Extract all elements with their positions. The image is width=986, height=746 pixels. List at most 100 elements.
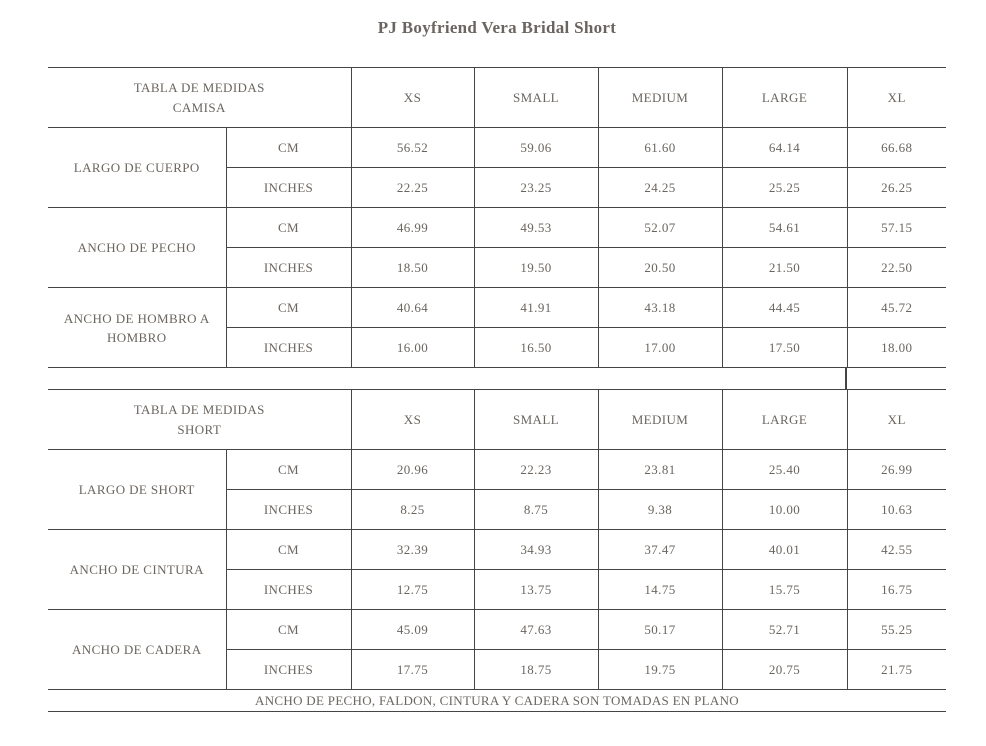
short-table-title-line2: SHORT (177, 421, 222, 437)
value-cell: 61.60 (597, 127, 723, 168)
short-header-row: TABLA DE MEDIDAS SHORT XS SMALL MEDIUM L… (48, 389, 946, 450)
value-cell: 57.15 (846, 207, 946, 248)
table-row: LARGO DE SHORT CM 20.96 22.23 23.81 25.4… (48, 449, 946, 530)
value-cell: 34.93 (473, 529, 599, 570)
value-cell: 59.06 (473, 127, 599, 168)
measure-label-ancho-de-pecho: ANCHO DE PECHO (48, 207, 227, 288)
value-cell: 55.25 (846, 609, 946, 650)
measure-label-largo-de-cuerpo: LARGO DE CUERPO (48, 127, 227, 208)
value-cell: 40.01 (721, 529, 848, 570)
table-gap (48, 368, 946, 389)
measurement-footnote: ANCHO DE PECHO, FALDON, CINTURA Y CADERA… (48, 690, 946, 712)
gap-divider-line (845, 368, 847, 389)
value-cell: 17.75 (350, 649, 475, 690)
value-cell: 42.55 (846, 529, 946, 570)
value-cell: 18.00 (846, 327, 946, 368)
size-header-xl: XL (846, 67, 946, 128)
unit-label-inches: INCHES (225, 247, 352, 288)
unit-label-inches: INCHES (225, 327, 352, 368)
value-cell: 18.50 (350, 247, 475, 288)
value-cell: 10.63 (846, 489, 946, 530)
value-cell: 9.38 (597, 489, 723, 530)
value-cell: 23.25 (473, 167, 599, 208)
value-cell: 20.75 (721, 649, 848, 690)
value-cell: 32.39 (350, 529, 475, 570)
unit-label-inches: INCHES (225, 167, 352, 208)
value-cell: 54.61 (721, 207, 848, 248)
table-row: INCHES 8.25 8.75 9.38 10.00 10.63 (48, 489, 946, 530)
measure-label-ancho-de-cadera: ANCHO DE CADERA (48, 609, 227, 690)
measure-label-largo-de-short: LARGO DE SHORT (48, 449, 227, 530)
unit-label-cm: CM (225, 207, 352, 248)
value-cell: 19.75 (597, 649, 723, 690)
table-row: INCHES 16.00 16.50 17.00 17.50 18.00 (48, 327, 946, 368)
unit-label-inches: INCHES (225, 649, 352, 690)
value-cell: 25.25 (721, 167, 848, 208)
table-row: INCHES 18.50 19.50 20.50 21.50 22.50 (48, 247, 946, 288)
value-cell: 21.50 (721, 247, 848, 288)
value-cell: 25.40 (721, 449, 848, 490)
size-header-large: LARGE (721, 67, 848, 128)
value-cell: 41.91 (473, 287, 599, 328)
value-cell: 22.50 (846, 247, 946, 288)
value-cell: 24.25 (597, 167, 723, 208)
value-cell: 12.75 (350, 569, 475, 610)
camisa-table-title-line1: TABLA DE MEDIDAS (133, 79, 265, 95)
table-row: ANCHO DE PECHO CM 46.99 49.53 52.07 54.6… (48, 207, 946, 288)
value-cell: 45.72 (846, 287, 946, 328)
camisa-header-row: TABLA DE MEDIDAS CAMISA XS SMALL MEDIUM … (48, 67, 946, 128)
short-size-table: TABLA DE MEDIDAS SHORT XS SMALL MEDIUM L… (48, 389, 946, 690)
unit-label-cm: CM (225, 127, 352, 168)
size-header-xs: XS (350, 67, 475, 128)
value-cell: 14.75 (597, 569, 723, 610)
unit-label-cm: CM (225, 449, 352, 490)
size-header-xs: XS (350, 389, 475, 450)
value-cell: 49.53 (473, 207, 599, 248)
value-cell: 43.18 (597, 287, 723, 328)
value-cell: 37.47 (597, 529, 723, 570)
unit-label-cm: CM (225, 529, 352, 570)
table-row: ANCHO DE CINTURA CM 32.39 34.93 37.47 40… (48, 529, 946, 610)
size-header-medium: MEDIUM (597, 67, 723, 128)
value-cell: 20.50 (597, 247, 723, 288)
value-cell: 47.63 (473, 609, 599, 650)
value-cell: 46.99 (350, 207, 475, 248)
value-cell: 8.25 (350, 489, 475, 530)
value-cell: 22.23 (473, 449, 599, 490)
page-title: PJ Boyfriend Vera Bridal Short (377, 18, 617, 37)
size-header-small: SMALL (473, 389, 599, 450)
value-cell: 44.45 (721, 287, 848, 328)
value-cell: 66.68 (846, 127, 946, 168)
measure-label-ancho-de-hombro: ANCHO DE HOMBRO A HOMBRO (48, 287, 227, 368)
value-cell: 17.00 (597, 327, 723, 368)
table-row: INCHES 22.25 23.25 24.25 25.25 26.25 (48, 167, 946, 208)
table-row: ANCHO DE HOMBRO A HOMBRO CM 40.64 41.91 … (48, 287, 946, 368)
value-cell: 23.81 (597, 449, 723, 490)
value-cell: 19.50 (473, 247, 599, 288)
measure-label-ancho-de-cintura: ANCHO DE CINTURA (48, 529, 227, 610)
unit-label-inches: INCHES (225, 569, 352, 610)
camisa-table-title-line2: CAMISA (172, 99, 226, 115)
size-chart-document: PJ Boyfriend Vera Bridal Short TABLA DE … (48, 18, 946, 712)
value-cell: 17.50 (721, 327, 848, 368)
value-cell: 26.99 (846, 449, 946, 490)
camisa-table-title: TABLA DE MEDIDAS CAMISA (48, 67, 352, 128)
value-cell: 26.25 (846, 167, 946, 208)
size-header-small: SMALL (473, 67, 599, 128)
value-cell: 16.50 (473, 327, 599, 368)
size-header-large: LARGE (721, 389, 848, 450)
value-cell: 50.17 (597, 609, 723, 650)
table-row: INCHES 17.75 18.75 19.75 20.75 21.75 (48, 649, 946, 690)
value-cell: 64.14 (721, 127, 848, 168)
value-cell: 10.00 (721, 489, 848, 530)
unit-label-cm: CM (225, 609, 352, 650)
value-cell: 8.75 (473, 489, 599, 530)
value-cell: 13.75 (473, 569, 599, 610)
size-header-medium: MEDIUM (597, 389, 723, 450)
table-row: ANCHO DE CADERA CM 45.09 47.63 50.17 52.… (48, 609, 946, 690)
value-cell: 45.09 (350, 609, 475, 650)
value-cell: 15.75 (721, 569, 848, 610)
value-cell: 20.96 (350, 449, 475, 490)
value-cell: 16.75 (846, 569, 946, 610)
camisa-size-table: TABLA DE MEDIDAS CAMISA XS SMALL MEDIUM … (48, 67, 946, 368)
